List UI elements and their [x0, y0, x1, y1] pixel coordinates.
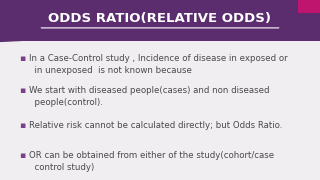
Text: ▪: ▪ [19, 86, 26, 95]
Text: OR can be obtained from either of the study(cohort/case
  control study): OR can be obtained from either of the st… [29, 151, 274, 172]
Text: We start with diseased people(cases) and non diseased
  people(control).: We start with diseased people(cases) and… [29, 86, 269, 107]
Text: ODDS RATIO(RELATIVE ODDS): ODDS RATIO(RELATIVE ODDS) [49, 12, 271, 25]
Text: ▪: ▪ [19, 151, 26, 160]
Text: Relative risk cannot be calculated directly; but Odds Ratio.: Relative risk cannot be calculated direc… [29, 121, 282, 130]
FancyBboxPatch shape [298, 0, 320, 13]
FancyBboxPatch shape [0, 0, 320, 41]
Text: ▪: ▪ [19, 121, 26, 130]
Text: ▪: ▪ [19, 54, 26, 63]
Polygon shape [0, 0, 320, 41]
Text: In a Case-Control study , Incidence of disease in exposed or
  in unexposed  is : In a Case-Control study , Incidence of d… [29, 54, 287, 75]
